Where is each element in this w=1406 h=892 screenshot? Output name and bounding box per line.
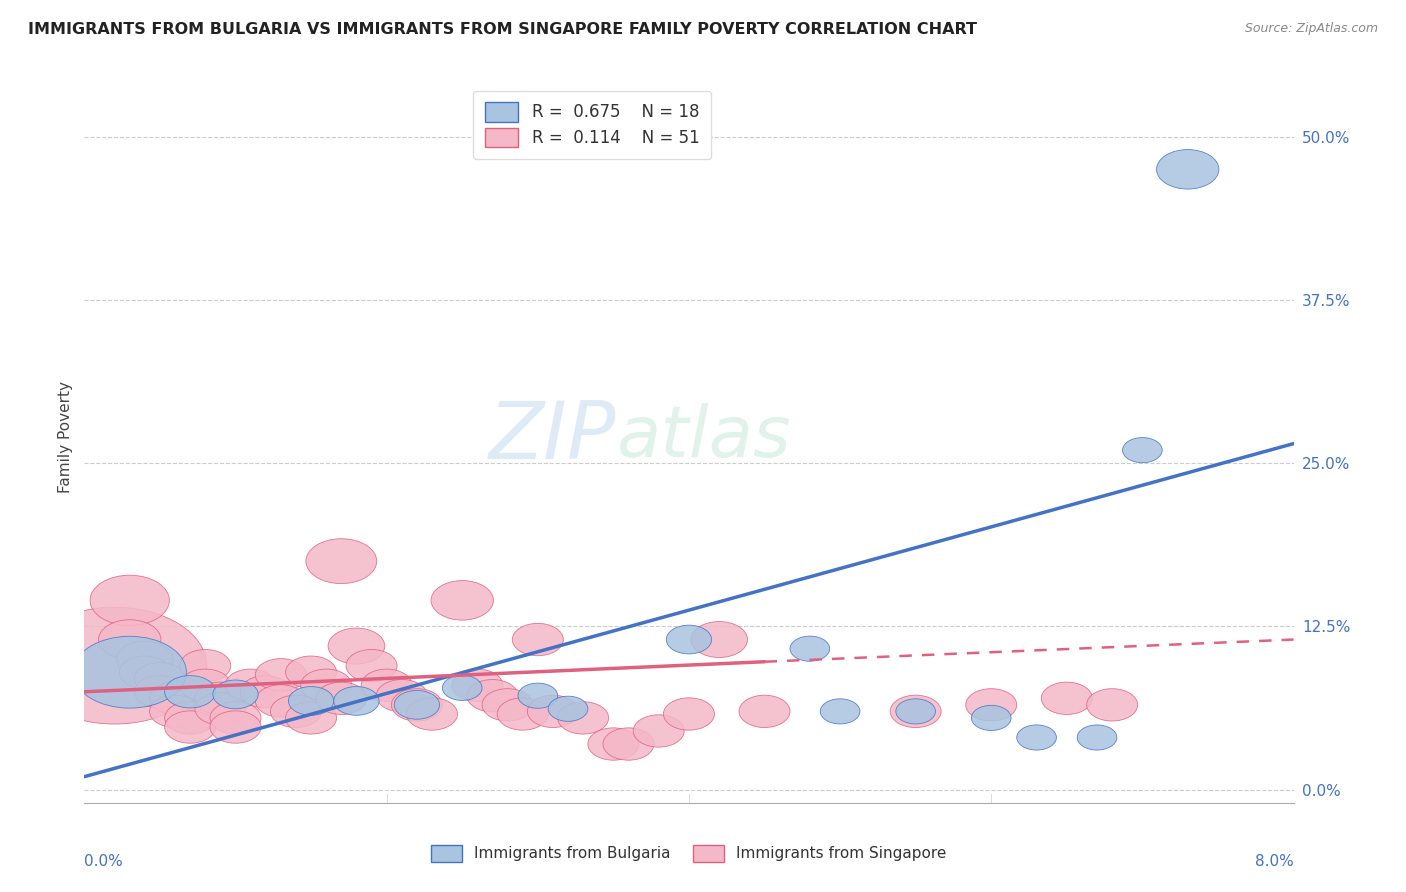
Ellipse shape — [896, 698, 935, 724]
Ellipse shape — [558, 702, 609, 734]
Ellipse shape — [1122, 438, 1163, 463]
Ellipse shape — [394, 690, 440, 719]
Ellipse shape — [135, 675, 186, 708]
Ellipse shape — [377, 680, 427, 712]
Text: 0.0%: 0.0% — [84, 854, 124, 869]
Ellipse shape — [22, 607, 207, 724]
Ellipse shape — [498, 698, 548, 731]
Ellipse shape — [790, 636, 830, 661]
Ellipse shape — [73, 636, 187, 708]
Ellipse shape — [270, 695, 322, 728]
Ellipse shape — [443, 675, 482, 700]
Ellipse shape — [406, 698, 457, 731]
Ellipse shape — [527, 695, 578, 728]
Ellipse shape — [1042, 682, 1092, 714]
Ellipse shape — [120, 656, 170, 689]
Text: ZIP: ZIP — [489, 398, 616, 476]
Ellipse shape — [432, 581, 494, 620]
Ellipse shape — [1017, 725, 1056, 750]
Ellipse shape — [740, 695, 790, 728]
Ellipse shape — [361, 669, 412, 701]
Ellipse shape — [149, 682, 201, 714]
Ellipse shape — [1157, 150, 1219, 189]
Ellipse shape — [391, 689, 443, 721]
Ellipse shape — [307, 539, 377, 583]
Ellipse shape — [346, 649, 396, 681]
Ellipse shape — [135, 663, 186, 695]
Ellipse shape — [820, 698, 860, 724]
Ellipse shape — [588, 728, 638, 760]
Ellipse shape — [90, 575, 169, 625]
Ellipse shape — [212, 680, 259, 709]
Ellipse shape — [256, 685, 307, 717]
Ellipse shape — [240, 675, 291, 708]
Ellipse shape — [301, 669, 352, 701]
Ellipse shape — [548, 696, 588, 722]
Ellipse shape — [1087, 689, 1137, 721]
Ellipse shape — [285, 702, 336, 734]
Ellipse shape — [690, 622, 748, 657]
Ellipse shape — [482, 689, 533, 721]
Ellipse shape — [972, 706, 1011, 731]
Ellipse shape — [288, 687, 333, 715]
Ellipse shape — [328, 628, 385, 664]
Ellipse shape — [98, 620, 160, 659]
Ellipse shape — [165, 711, 215, 743]
Ellipse shape — [285, 656, 336, 689]
Ellipse shape — [209, 711, 262, 743]
Ellipse shape — [666, 625, 711, 654]
Ellipse shape — [165, 675, 215, 708]
Ellipse shape — [165, 702, 215, 734]
Ellipse shape — [180, 669, 231, 701]
Y-axis label: Family Poverty: Family Poverty — [58, 381, 73, 493]
Text: Source: ZipAtlas.com: Source: ZipAtlas.com — [1244, 22, 1378, 36]
Ellipse shape — [966, 689, 1017, 721]
Ellipse shape — [209, 702, 262, 734]
Ellipse shape — [316, 682, 367, 714]
Ellipse shape — [633, 714, 685, 747]
Ellipse shape — [117, 641, 173, 677]
Ellipse shape — [512, 624, 564, 656]
Ellipse shape — [195, 692, 246, 725]
Text: 8.0%: 8.0% — [1254, 854, 1294, 869]
Legend: Immigrants from Bulgaria, Immigrants from Singapore: Immigrants from Bulgaria, Immigrants fro… — [425, 838, 953, 868]
Ellipse shape — [256, 658, 307, 691]
Ellipse shape — [195, 682, 246, 714]
Ellipse shape — [451, 669, 503, 701]
Ellipse shape — [180, 649, 231, 681]
Text: IMMIGRANTS FROM BULGARIA VS IMMIGRANTS FROM SINGAPORE FAMILY POVERTY CORRELATION: IMMIGRANTS FROM BULGARIA VS IMMIGRANTS F… — [28, 22, 977, 37]
Text: atlas: atlas — [616, 402, 792, 472]
Ellipse shape — [149, 695, 201, 728]
Ellipse shape — [333, 687, 380, 715]
Ellipse shape — [517, 683, 558, 708]
Ellipse shape — [225, 669, 276, 701]
Ellipse shape — [1077, 725, 1116, 750]
Ellipse shape — [890, 695, 941, 728]
Ellipse shape — [467, 680, 517, 712]
Ellipse shape — [603, 728, 654, 760]
Ellipse shape — [664, 698, 714, 731]
